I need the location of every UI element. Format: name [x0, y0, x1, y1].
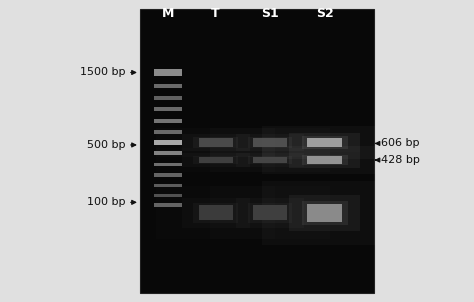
- Bar: [307, 204, 342, 222]
- Bar: [199, 138, 233, 147]
- Bar: [248, 137, 292, 148]
- Text: S2: S2: [316, 7, 334, 20]
- Bar: [210, 128, 330, 157]
- Bar: [301, 201, 348, 225]
- Bar: [263, 146, 387, 174]
- Bar: [263, 126, 387, 159]
- Bar: [199, 157, 233, 163]
- Text: 606 bp: 606 bp: [381, 138, 419, 149]
- Bar: [193, 156, 238, 164]
- Text: 100 bp: 100 bp: [87, 197, 126, 207]
- Bar: [193, 203, 238, 223]
- Bar: [154, 194, 182, 198]
- Bar: [236, 134, 304, 151]
- Bar: [154, 69, 182, 76]
- Bar: [289, 133, 360, 152]
- Bar: [154, 130, 182, 134]
- Text: 1500 bp: 1500 bp: [80, 67, 126, 78]
- Bar: [253, 205, 287, 220]
- Bar: [210, 187, 330, 239]
- Bar: [156, 149, 275, 172]
- Bar: [248, 203, 292, 223]
- Bar: [193, 137, 238, 148]
- Bar: [307, 138, 342, 147]
- Bar: [140, 9, 374, 293]
- Bar: [154, 203, 182, 207]
- Bar: [156, 128, 275, 157]
- Bar: [154, 96, 182, 100]
- Bar: [210, 149, 330, 172]
- Bar: [154, 173, 182, 177]
- Bar: [289, 152, 360, 168]
- Text: S1: S1: [261, 7, 279, 20]
- Bar: [154, 151, 182, 155]
- Bar: [154, 140, 182, 145]
- Text: 500 bp: 500 bp: [87, 140, 126, 150]
- Bar: [154, 84, 182, 88]
- Text: 428 bp: 428 bp: [381, 155, 419, 165]
- Bar: [154, 119, 182, 123]
- Bar: [236, 153, 304, 167]
- Bar: [154, 107, 182, 111]
- Text: M: M: [162, 7, 174, 20]
- Bar: [248, 156, 292, 164]
- Bar: [236, 198, 304, 228]
- Bar: [289, 195, 360, 231]
- Bar: [156, 187, 275, 239]
- Bar: [154, 163, 182, 166]
- Bar: [253, 138, 287, 147]
- Bar: [182, 153, 250, 167]
- Bar: [263, 181, 387, 245]
- Bar: [301, 136, 348, 149]
- Bar: [182, 198, 250, 228]
- Bar: [301, 155, 348, 165]
- Bar: [307, 156, 342, 164]
- Text: T: T: [211, 7, 220, 20]
- Bar: [199, 205, 233, 220]
- Bar: [154, 184, 182, 187]
- Bar: [182, 134, 250, 151]
- Bar: [253, 157, 287, 163]
